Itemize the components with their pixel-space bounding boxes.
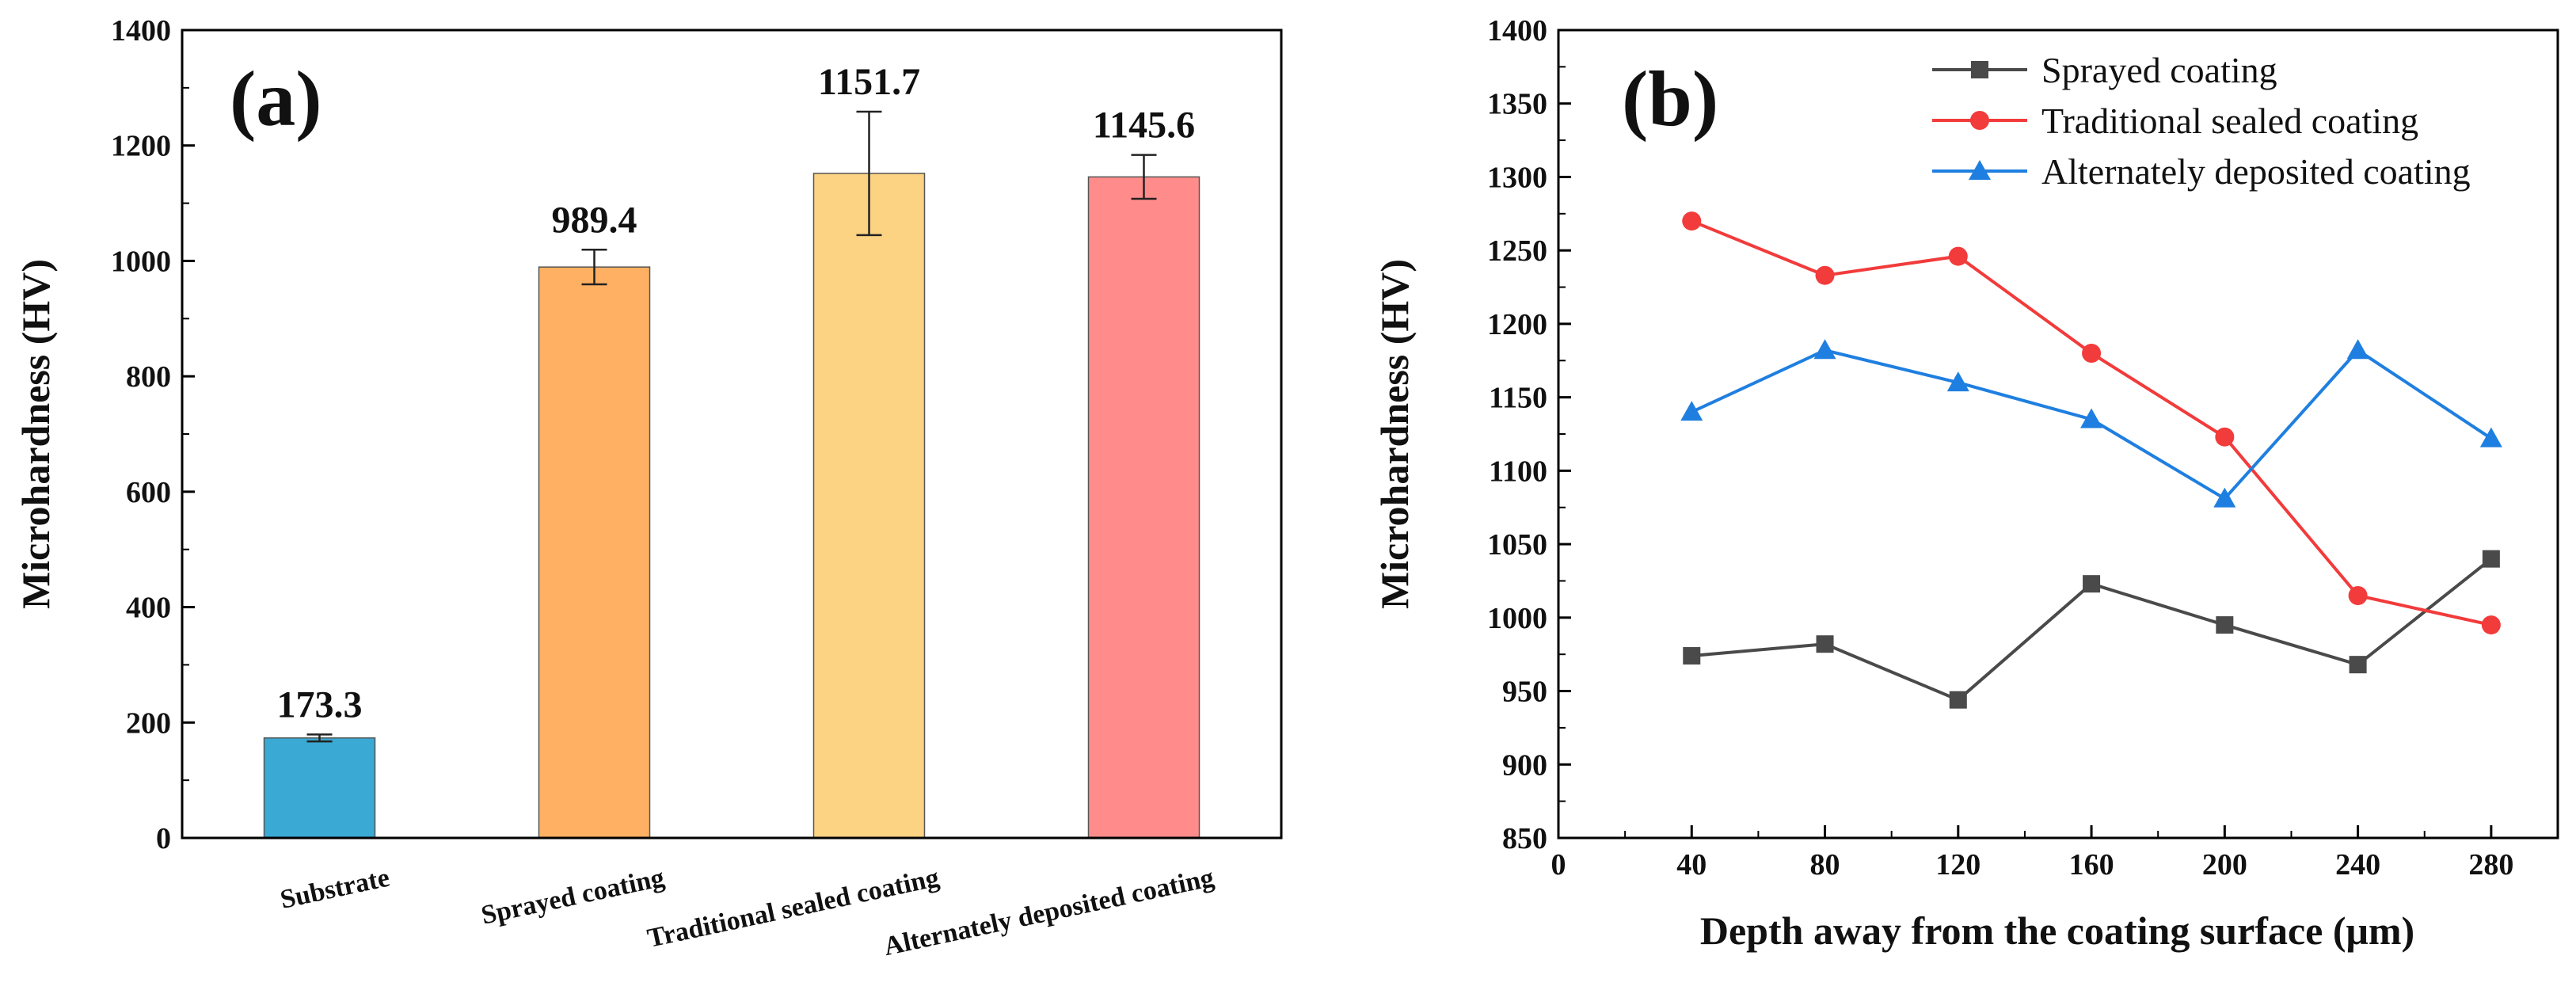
y-tick-label-600: 600 [126, 476, 171, 509]
legend: Sprayed coating Traditional sealed coatin… [1932, 50, 2471, 192]
y-tick-label-1100: 1100 [1489, 455, 1547, 488]
y-tick-label-1300: 1300 [1487, 161, 1547, 194]
legend-entry-sprayed-coating: Sprayed coating [2041, 50, 2277, 90]
data-label-sprayed-coating: 989.4 [552, 199, 637, 241]
bar-traditional-sealed-coating [812, 173, 926, 839]
y-tick-label-1250: 1250 [1487, 234, 1547, 268]
x-tick-label-240: 240 [2335, 848, 2380, 881]
legend-marker-alternately-deposited-coating [1969, 160, 1991, 180]
y-axis-ticks-b: 850 900 950 1000 1050 1100 1150 1200 1250 1300 135… [1487, 14, 1571, 855]
x-tick-label-120: 120 [1935, 848, 1981, 881]
y-axis-title-b: Microhardness (HV) [1372, 259, 1417, 609]
data-label-group: 173.3 989.4 1151.7 1145.6 [277, 61, 1196, 725]
point-alternately-deposited-coating-80 [1813, 339, 1836, 360]
data-label-traditional-sealed-coating: 1151.7 [818, 61, 920, 103]
y-tick-label-900: 900 [1502, 748, 1547, 782]
point-alternately-deposited-coating-200 [2213, 487, 2236, 508]
y-tick-label-1050: 1050 [1487, 528, 1547, 562]
point-traditional-sealed-coating-80 [1815, 265, 1835, 285]
point-traditional-sealed-coating-40 [1682, 211, 1702, 231]
x-tick-label-280: 280 [2468, 848, 2513, 881]
legend-marker-sprayed-coating [1971, 61, 1988, 78]
point-traditional-sealed-coating-280 [2481, 615, 2501, 635]
x-tick-label-40: 40 [1676, 848, 1707, 881]
error-bar-group [306, 110, 1157, 743]
line-chart-panel-b: 8509009501000105011001150120012501300135… [1372, 14, 2559, 953]
point-alternately-deposited-coating-40 [1680, 401, 1703, 421]
point-alternately-deposited-coating-280 [2479, 427, 2502, 447]
point-sprayed-coating-160 [2083, 575, 2101, 593]
point-alternately-deposited-coating-240 [2346, 339, 2369, 360]
point-sprayed-coating-40 [1683, 647, 1701, 665]
x-tick-label-0: 0 [1551, 848, 1566, 881]
y-tick-label-1000: 1000 [111, 245, 171, 278]
data-label-substrate: 173.3 [277, 683, 363, 725]
x-tick-label-160: 160 [2069, 848, 2114, 881]
point-sprayed-coating-120 [1949, 691, 1967, 709]
point-alternately-deposited-coating-120 [1946, 371, 1969, 392]
legend-entry-alternately-deposited-coating: Alternately deposited coating [2041, 151, 2471, 192]
x-axis-ticks-b: 0 40 80 120 160 200 240 280 [1551, 825, 2513, 881]
series-line-group [1680, 211, 2502, 709]
bar-alternately-deposited-coating [1087, 176, 1200, 839]
point-sprayed-coating-80 [1816, 635, 1834, 653]
y-tick-label-850: 850 [1502, 822, 1547, 855]
y-tick-label-1400: 1400 [111, 14, 171, 48]
point-alternately-deposited-coating-160 [2080, 408, 2103, 428]
y-tick-label-800: 800 [126, 360, 171, 394]
y-tick-label-200: 200 [126, 706, 171, 740]
x-tick-label-80: 80 [1810, 848, 1840, 881]
x-axis-title-b: Depth away from the coating surface (μm) [1700, 908, 2414, 953]
point-sprayed-coating-240 [2349, 656, 2367, 674]
bar-sprayed-coating [538, 266, 651, 839]
y-tick-label-0: 0 [156, 822, 171, 855]
point-traditional-sealed-coating-240 [2348, 586, 2368, 605]
point-sprayed-coating-200 [2216, 616, 2234, 634]
point-traditional-sealed-coating-160 [2082, 344, 2102, 363]
y-tick-label-1000: 1000 [1487, 602, 1547, 635]
y-tick-label-400: 400 [126, 592, 171, 625]
point-traditional-sealed-coating-200 [2215, 427, 2235, 447]
category-label-substrate: Substrate [278, 863, 392, 915]
x-tick-label-200: 200 [2202, 848, 2247, 881]
data-label-alternately-deposited-coating: 1145.6 [1093, 105, 1195, 147]
panel-label-a: (a) [230, 55, 322, 143]
bar-substrate [263, 737, 376, 839]
point-sprayed-coating-280 [2482, 550, 2500, 568]
bar-group [263, 173, 1200, 839]
category-label-sprayed-coating: Sprayed coating [478, 863, 667, 931]
panel-label-b: (b) [1622, 55, 1718, 143]
y-axis-title-a: Microhardness (HV) [13, 259, 58, 609]
point-traditional-sealed-coating-120 [1948, 246, 1968, 266]
y-tick-label-950: 950 [1502, 676, 1547, 709]
legend-marker-traditional-sealed-coating [1970, 111, 1989, 130]
y-tick-label-1200: 1200 [1487, 308, 1547, 341]
legend-entry-traditional-sealed-coating: Traditional sealed coating [2041, 101, 2418, 141]
y-tick-label-1200: 1200 [111, 130, 171, 163]
y-axis-ticks-a: 0 200 400 600 800 1000 1200 1400 [111, 14, 195, 855]
y-tick-label-1350: 1350 [1487, 88, 1547, 121]
y-tick-label-1400: 1400 [1487, 14, 1547, 48]
y-tick-label-1150: 1150 [1489, 382, 1547, 415]
bar-chart-panel-a: 173.3 989.4 1151.7 1145.6 0 200 400 600 800 1000… [13, 14, 1283, 962]
